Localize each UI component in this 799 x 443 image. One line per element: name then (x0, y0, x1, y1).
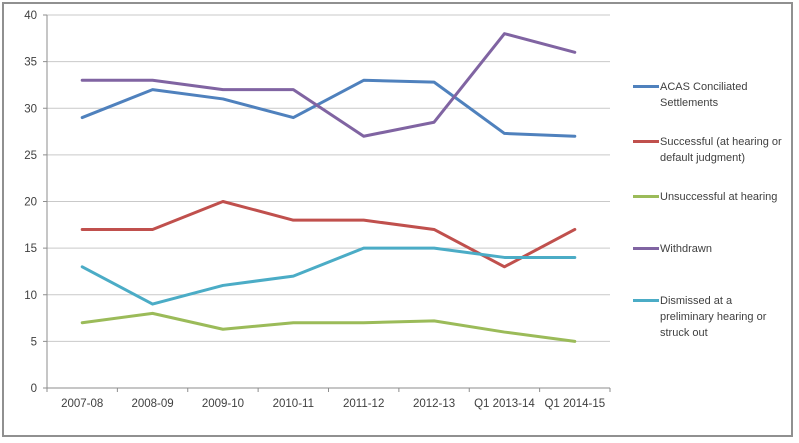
legend-line-sample-unsuccessful-at-hearing (633, 195, 659, 198)
y-tick-label: 20 (24, 197, 37, 209)
legend-label-withdrawn: Withdrawn (660, 243, 712, 255)
x-tick-label: 2012-13 (413, 398, 455, 410)
legend-label-acas-conciliated-settlements: ACAS Conciliated Settlements (660, 81, 748, 109)
legend-item-acas-conciliated-settlements: ACAS Conciliated Settlements (633, 79, 794, 111)
legend-label-successful-at-hearing-or-default-judgment: Successful (at hearing or default judgme… (660, 136, 782, 164)
legend-label-dismissed-at-a-preliminary-hearing-or-struck-out: Dismissed at a preliminary hearing or st… (660, 295, 767, 339)
y-tick-label: 0 (31, 383, 37, 395)
legend-line-sample-successful-at-hearing-or-default-judgment (633, 140, 659, 143)
y-tick-label: 5 (31, 336, 37, 348)
x-tick-label: Q1 2014-15 (544, 398, 605, 410)
legend-label-unsuccessful-at-hearing: Unsuccessful at hearing (660, 191, 778, 203)
y-tick-label: 15 (24, 243, 37, 255)
y-tick-label: 10 (24, 290, 37, 302)
legend-line-sample-withdrawn (633, 247, 659, 250)
x-tick-label: 2007-08 (61, 398, 103, 410)
series-line-successful-at-hearing-or-default-judgment (80, 200, 577, 269)
series-line-withdrawn (80, 32, 577, 138)
series-line-unsuccessful-at-hearing (80, 311, 577, 343)
chart-legend: ACAS Conciliated Settlements Successful (… (633, 0, 793, 443)
y-tick-label: 30 (24, 103, 37, 115)
series-line-dismissed-at-a-preliminary-hearing-or-struck-out (80, 246, 577, 306)
x-tick-label: 2011-12 (343, 398, 384, 410)
legend-item-withdrawn: Withdrawn (633, 241, 794, 257)
x-tick-label: 2010-11 (273, 398, 314, 410)
y-tick-label: 35 (24, 57, 37, 69)
series-line-acas-conciliated-settlements (80, 78, 577, 138)
x-tick-label: 2009-10 (202, 398, 244, 410)
legend-item-unsuccessful-at-hearing: Unsuccessful at hearing (633, 189, 794, 205)
legend-line-sample-acas-conciliated-settlements (633, 85, 659, 88)
x-tick-label: Q1 2013-14 (474, 398, 535, 410)
y-tick-label: 25 (24, 150, 37, 162)
legend-item-dismissed-at-a-preliminary-hearing-or-struck-out: Dismissed at a preliminary hearing or st… (633, 293, 776, 341)
legend-item-successful-at-hearing-or-default-judgment: Successful (at hearing or default judgme… (633, 134, 794, 166)
x-tick-label: 2008-09 (131, 398, 173, 410)
legend-line-sample-dismissed-at-a-preliminary-hearing-or-struck-out (633, 299, 659, 302)
y-tick-label: 40 (24, 10, 37, 22)
